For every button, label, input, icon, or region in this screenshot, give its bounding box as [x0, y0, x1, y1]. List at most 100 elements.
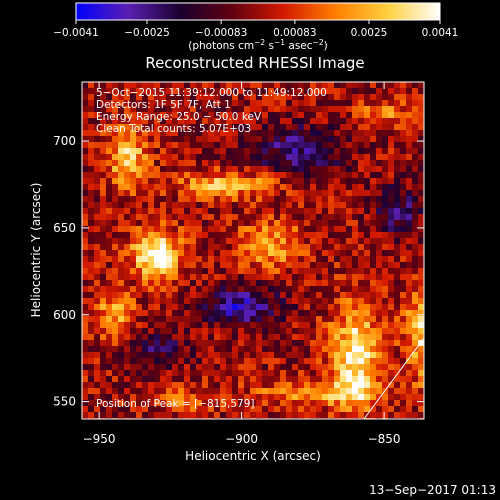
heatmap-cell — [280, 352, 286, 358]
heatmap-cell — [250, 100, 256, 106]
heatmap-cell — [226, 316, 232, 322]
heatmap-cell — [262, 388, 268, 394]
heatmap-cell — [88, 340, 94, 346]
heatmap-cell — [214, 256, 220, 262]
heatmap-cell — [376, 298, 382, 304]
heatmap-cell — [346, 298, 352, 304]
heatmap-cell — [100, 244, 106, 250]
heatmap-cell — [100, 220, 106, 226]
heatmap-cell — [184, 256, 190, 262]
heatmap-cell — [346, 112, 352, 118]
heatmap-cell — [232, 382, 238, 388]
heatmap-cell — [340, 364, 346, 370]
heatmap-cell — [322, 400, 328, 406]
heatmap-cell — [334, 352, 340, 358]
heatmap-cell — [370, 124, 376, 130]
heatmap-cell — [130, 208, 136, 214]
heatmap-cell — [154, 136, 160, 142]
heatmap-cell — [220, 112, 226, 118]
heatmap-cell — [340, 334, 346, 340]
heatmap-cell — [370, 160, 376, 166]
heatmap-cell — [214, 346, 220, 352]
heatmap-cell — [364, 148, 370, 154]
heatmap-cell — [196, 274, 202, 280]
heatmap-cell — [82, 148, 88, 154]
heatmap-cell — [118, 376, 124, 382]
heatmap-cell — [112, 118, 118, 124]
heatmap-cell — [274, 334, 280, 340]
heatmap-cell — [184, 364, 190, 370]
heatmap-cell — [238, 244, 244, 250]
heatmap-cell — [352, 142, 358, 148]
heatmap-cell — [334, 166, 340, 172]
heatmap-cell — [310, 106, 316, 112]
heatmap-cell — [346, 256, 352, 262]
heatmap-cell — [274, 172, 280, 178]
heatmap-cell — [382, 394, 388, 400]
heatmap-cell — [124, 280, 130, 286]
heatmap-cell — [418, 106, 424, 112]
heatmap-cell — [250, 124, 256, 130]
heatmap-cell — [154, 190, 160, 196]
heatmap-cell — [268, 202, 274, 208]
heatmap-cell — [136, 298, 142, 304]
heatmap-cell — [340, 328, 346, 334]
heatmap-cell — [364, 274, 370, 280]
heatmap-cell — [304, 214, 310, 220]
heatmap-cell — [148, 100, 154, 106]
heatmap-cell — [352, 412, 358, 418]
heatmap-cell — [412, 106, 418, 112]
heatmap-cell — [304, 322, 310, 328]
heatmap-cell — [274, 130, 280, 136]
heatmap-cell — [244, 394, 250, 400]
heatmap-cell — [166, 238, 172, 244]
heatmap-cell — [286, 328, 292, 334]
heatmap-cell — [184, 226, 190, 232]
heatmap-cell — [394, 208, 400, 214]
heatmap-cell — [310, 142, 316, 148]
heatmap-cell — [286, 100, 292, 106]
heatmap-cell — [310, 412, 316, 418]
heatmap-cell — [208, 172, 214, 178]
heatmap-cell — [100, 148, 106, 154]
heatmap-cell — [118, 268, 124, 274]
heatmap-cell — [178, 370, 184, 376]
heatmap-cell — [154, 400, 160, 406]
heatmap-cell — [88, 142, 94, 148]
heatmap-cell — [172, 256, 178, 262]
heatmap-cell — [382, 106, 388, 112]
heatmap-cell — [370, 286, 376, 292]
heatmap-cell — [124, 316, 130, 322]
x-axis: −950−900−850−800 — [83, 82, 401, 446]
heatmap-cell — [412, 136, 418, 142]
heatmap-cell — [226, 346, 232, 352]
heatmap-cell — [328, 214, 334, 220]
heatmap-cell — [100, 292, 106, 298]
heatmap-cell — [394, 178, 400, 184]
heatmap-cell — [220, 166, 226, 172]
heatmap-cell — [364, 106, 370, 112]
heatmap-image — [82, 82, 424, 419]
heatmap-cell — [118, 352, 124, 358]
heatmap-cell — [286, 142, 292, 148]
heatmap-cell — [130, 262, 136, 268]
heatmap-cell — [292, 154, 298, 160]
heatmap-cell — [130, 124, 136, 130]
heatmap-cell — [406, 394, 412, 400]
heatmap-cell — [280, 292, 286, 298]
heatmap-cell — [244, 106, 250, 112]
heatmap-cell — [184, 400, 190, 406]
heatmap-cell — [142, 388, 148, 394]
heatmap-cell — [160, 376, 166, 382]
heatmap-cell — [238, 226, 244, 232]
heatmap-cell — [238, 328, 244, 334]
heatmap-cell — [376, 388, 382, 394]
heatmap-cell — [160, 106, 166, 112]
heatmap-cell — [388, 256, 394, 262]
heatmap-cell — [148, 352, 154, 358]
heatmap-cell — [94, 244, 100, 250]
heatmap-cell — [370, 220, 376, 226]
heatmap-cell — [358, 94, 364, 100]
heatmap-cell — [100, 280, 106, 286]
heatmap-cell — [238, 358, 244, 364]
